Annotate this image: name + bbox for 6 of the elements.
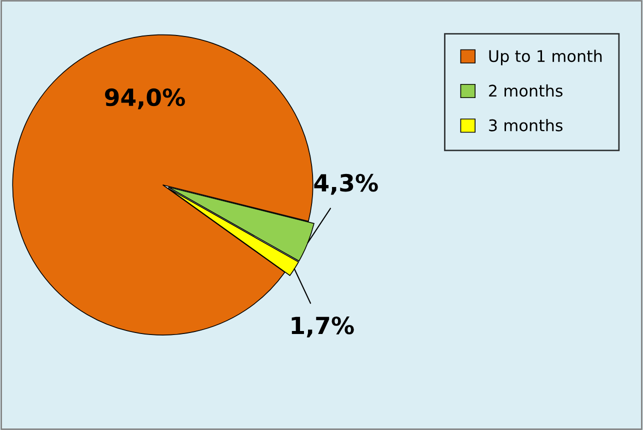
legend-label: 2 months [489,84,562,97]
data-label: 94,0% [105,88,185,110]
legend-label: 3 months [489,119,562,132]
legend-label: Up to 1 month [489,50,602,66]
data-label: 1,7% [292,316,354,338]
data-label: 4,3% [314,174,378,195]
